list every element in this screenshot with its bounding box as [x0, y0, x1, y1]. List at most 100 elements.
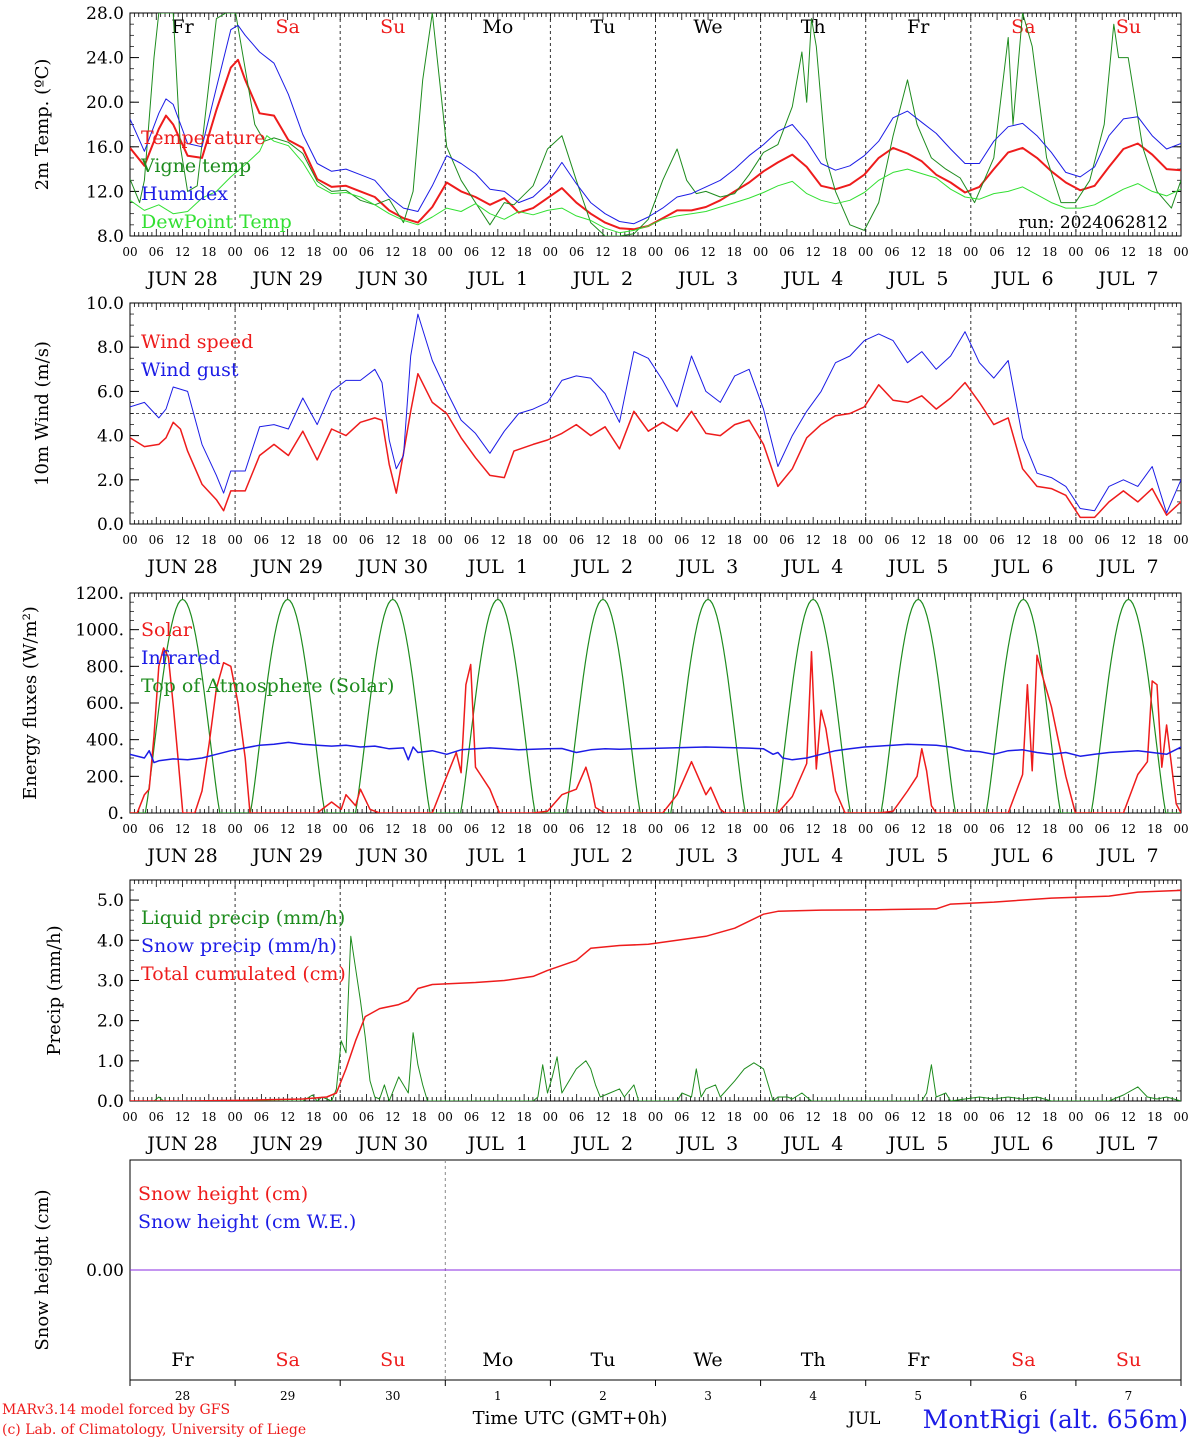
hour-tick-label: 00: [753, 245, 768, 259]
hour-tick-label: 00: [333, 822, 348, 836]
legend-entry: Snow height (cm): [138, 1183, 308, 1205]
hour-tick-label: 00: [333, 245, 348, 259]
hour-tick-label: 18: [622, 822, 637, 836]
y-tick-label: 0.00: [86, 1261, 124, 1281]
weekday-label: Sa: [1011, 1349, 1035, 1371]
hour-tick-label: 12: [806, 822, 821, 836]
day-number-label: 6: [1020, 1389, 1028, 1403]
hour-tick-label: 06: [464, 533, 479, 547]
hour-tick-label: 12: [385, 1110, 400, 1124]
hour-tick-label: 06: [779, 822, 794, 836]
hour-tick-label: 12: [175, 533, 190, 547]
hour-tick-label: 18: [1147, 1110, 1162, 1124]
day-label: JUL 4: [781, 845, 843, 867]
hour-tick-label: 18: [411, 1110, 426, 1124]
hour-tick-label: 12: [806, 245, 821, 259]
hour-tick-label: 00: [122, 533, 137, 547]
y-tick-label: 3.0: [97, 971, 124, 991]
hour-tick-label: 00: [543, 533, 558, 547]
day-label: JUN 30: [356, 845, 428, 867]
day-number-label: 5: [914, 1389, 922, 1403]
day-label: JUL 4: [781, 1133, 843, 1155]
hour-tick-label: 18: [727, 822, 742, 836]
hour-tick-label: 00: [1068, 245, 1083, 259]
hour-tick-label: 12: [175, 822, 190, 836]
hour-tick-label: 12: [1121, 533, 1136, 547]
weekday-label: Fr: [171, 16, 194, 38]
day-label: JUL 5: [886, 268, 948, 290]
hour-tick-label: 18: [201, 822, 216, 836]
series-wind-speed: [130, 372, 1181, 519]
hour-tick-label: 00: [438, 822, 453, 836]
day-label: JUL 2: [571, 845, 633, 867]
hour-tick-label: 18: [1147, 533, 1162, 547]
hour-tick-label: 00: [438, 1110, 453, 1124]
series-dewpoint-temp: [130, 135, 1181, 234]
y-tick-label: 1200.: [75, 584, 124, 604]
hour-tick-label: 06: [1095, 245, 1110, 259]
legend-entry: Top of Atmosphere (Solar): [141, 675, 394, 697]
hour-tick-label: 12: [911, 533, 926, 547]
weekday-label: Mo: [482, 16, 513, 38]
hour-tick-label: 06: [149, 1110, 164, 1124]
y-tick-label: 8.0: [97, 227, 124, 247]
month-label: JUL: [846, 1409, 880, 1429]
day-number-label: 30: [385, 1389, 400, 1403]
y-tick-label: 1000.: [75, 621, 124, 641]
hour-tick-label: 00: [648, 245, 663, 259]
hour-tick-label: 00: [438, 245, 453, 259]
hour-tick-label: 00: [963, 1110, 978, 1124]
hour-tick-label: 12: [280, 822, 295, 836]
hour-tick-label: 18: [622, 1110, 637, 1124]
series-top-of-atmosphere: [130, 598, 1181, 813]
hour-tick-label: 12: [175, 245, 190, 259]
hour-tick-label: 06: [1095, 1110, 1110, 1124]
day-label: JUL 7: [1096, 556, 1158, 578]
day-label: JUL 3: [676, 1133, 738, 1155]
day-label: JUL 6: [991, 268, 1053, 290]
hour-tick-label: 12: [1016, 533, 1031, 547]
hour-tick-label: 06: [569, 533, 584, 547]
hour-tick-label: 06: [674, 822, 689, 836]
hour-tick-label: 06: [569, 822, 584, 836]
y-tick-label: 4.0: [97, 931, 124, 951]
day-label: JUL 3: [676, 845, 738, 867]
day-label: JUL 6: [991, 1133, 1053, 1155]
hour-tick-label: 06: [254, 245, 269, 259]
hour-tick-label: 00: [963, 533, 978, 547]
hour-tick-label: 06: [149, 245, 164, 259]
series-wind-gust: [130, 313, 1181, 514]
hour-tick-label: 18: [832, 1110, 847, 1124]
hour-tick-label: 00: [753, 1110, 768, 1124]
day-label: JUL 2: [571, 1133, 633, 1155]
legend-entry: Vigne temp: [140, 155, 251, 177]
hour-tick-label: 00: [858, 822, 873, 836]
day-label: JUN 30: [356, 268, 428, 290]
hour-tick-label: 12: [700, 245, 715, 259]
hour-tick-label: 12: [595, 533, 610, 547]
hour-tick-label: 18: [201, 1110, 216, 1124]
meteogram-panels: 8.012.016.020.024.028.02m Temp. (ºC)00 06…: [20, 4, 1189, 1403]
hour-tick-label: 18: [411, 822, 426, 836]
series-vigne-temp: [130, 13, 1181, 236]
hour-tick-label: 12: [700, 822, 715, 836]
day-label: JUL 3: [676, 268, 738, 290]
panel-1: 8.0 12.0 16.0 20.0 24.0 28.0 2m Temp. (ºC) 00 06…: [32, 4, 1189, 290]
hour-tick-label: 06: [989, 822, 1004, 836]
weekday-label: Sa: [275, 1349, 299, 1371]
weekday-label: Sa: [275, 16, 299, 38]
hour-tick-label: 18: [937, 533, 952, 547]
day-label: JUL 1: [466, 268, 528, 290]
legend-entry: Total cumulated (cm): [141, 963, 346, 985]
weekday-label: Fr: [907, 16, 930, 38]
hour-tick-label: 00: [122, 1110, 137, 1124]
legend-entry: Wind gust: [141, 359, 239, 381]
hour-tick-label: 12: [911, 822, 926, 836]
hour-tick-label: 00: [543, 1110, 558, 1124]
weekday-label: Su: [1116, 1349, 1141, 1371]
day-label: JUL 1: [466, 1133, 528, 1155]
day-label: JUN 30: [356, 556, 428, 578]
hour-tick-label: 06: [464, 1110, 479, 1124]
hour-tick-label: 06: [779, 533, 794, 547]
hour-tick-label: 06: [989, 533, 1004, 547]
